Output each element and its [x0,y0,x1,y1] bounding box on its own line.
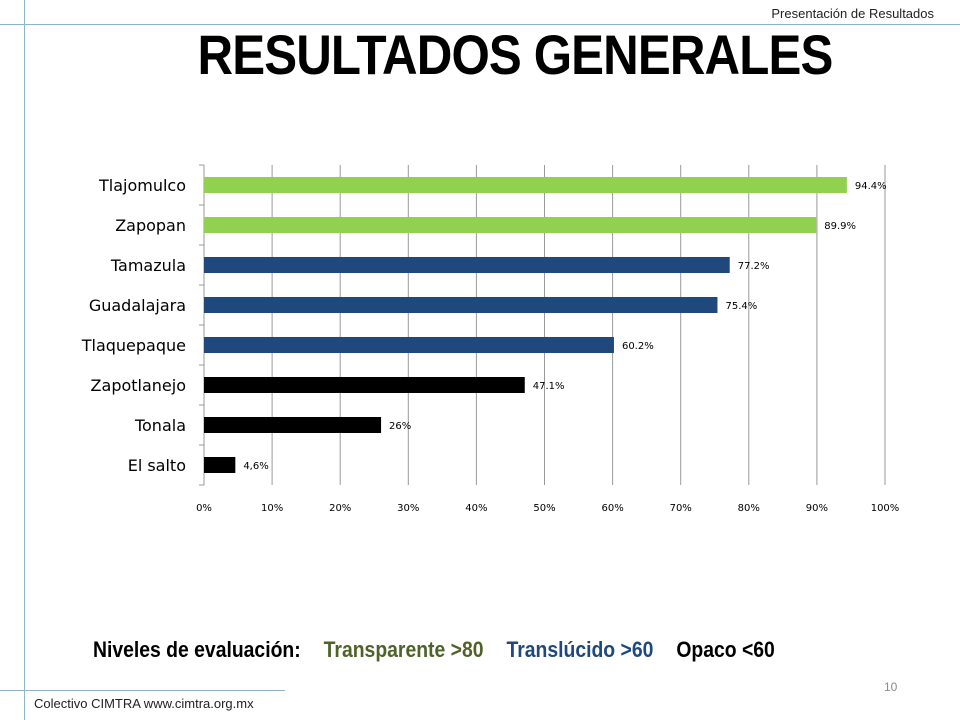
x-tick-label: 20% [329,503,351,514]
footer-text: Colectivo CIMTRA www.cimtra.org.mx [34,696,254,711]
footer-rule [0,690,285,691]
x-tick-label: 10% [261,503,283,514]
bar [204,377,525,393]
data-label: 94.4% [855,181,887,192]
x-tick-label: 0% [196,503,212,514]
x-tick-label: 80% [738,503,760,514]
category-label: Zapotlanejo [91,376,186,395]
category-label: Tlaquepaque [81,336,186,355]
x-tick-label: 90% [806,503,828,514]
left-rule [24,0,25,720]
x-tick-label: 50% [533,503,555,514]
legend-item-transparente: Transparente >80 [323,637,484,662]
category-label: Guadalajara [89,296,186,315]
top-rule [0,24,960,25]
data-label: 26% [389,421,411,432]
legend-heading: Niveles de evaluación: [93,637,301,662]
bar-chart: 0% 10% 20% 30% 40% 50% 60% 70% 80% 90% 100% Tlajomu… [81,164,900,514]
data-label: 4,6% [243,461,268,472]
category-label: Zapopan [115,216,186,235]
category-label: Tamazula [110,256,186,275]
data-label: 47.1% [533,381,565,392]
category-label: Tonala [134,416,186,435]
bar [204,217,817,233]
data-label: 77.2% [738,261,770,272]
x-tick-label: 60% [601,503,623,514]
section-label: Presentación de Resultados [771,6,934,21]
bar [204,177,847,193]
bar [204,457,236,473]
data-label: 89.9% [824,221,856,232]
x-tick-label: 70% [670,503,692,514]
category-label: El salto [128,456,186,475]
legend-item-translucido: Translúcido >60 [506,637,654,662]
category-label: Tlajomulco [98,176,186,195]
bar [204,337,614,353]
legend-item-opaco: Opaco <60 [676,637,775,662]
slide-title: RESULTADOS GENERALES [197,23,834,86]
x-tick-label: 30% [397,503,419,514]
x-tick-label: 100% [871,503,900,514]
page-number: 10 [884,680,898,694]
data-label: 60.2% [622,341,654,352]
evaluation-levels-legend: Niveles de evaluación: Transparente >80 … [93,637,792,663]
bar [204,257,730,273]
x-tick-label: 40% [465,503,487,514]
bar [204,417,382,433]
data-label: 75.4% [725,301,757,312]
bar [204,297,718,313]
